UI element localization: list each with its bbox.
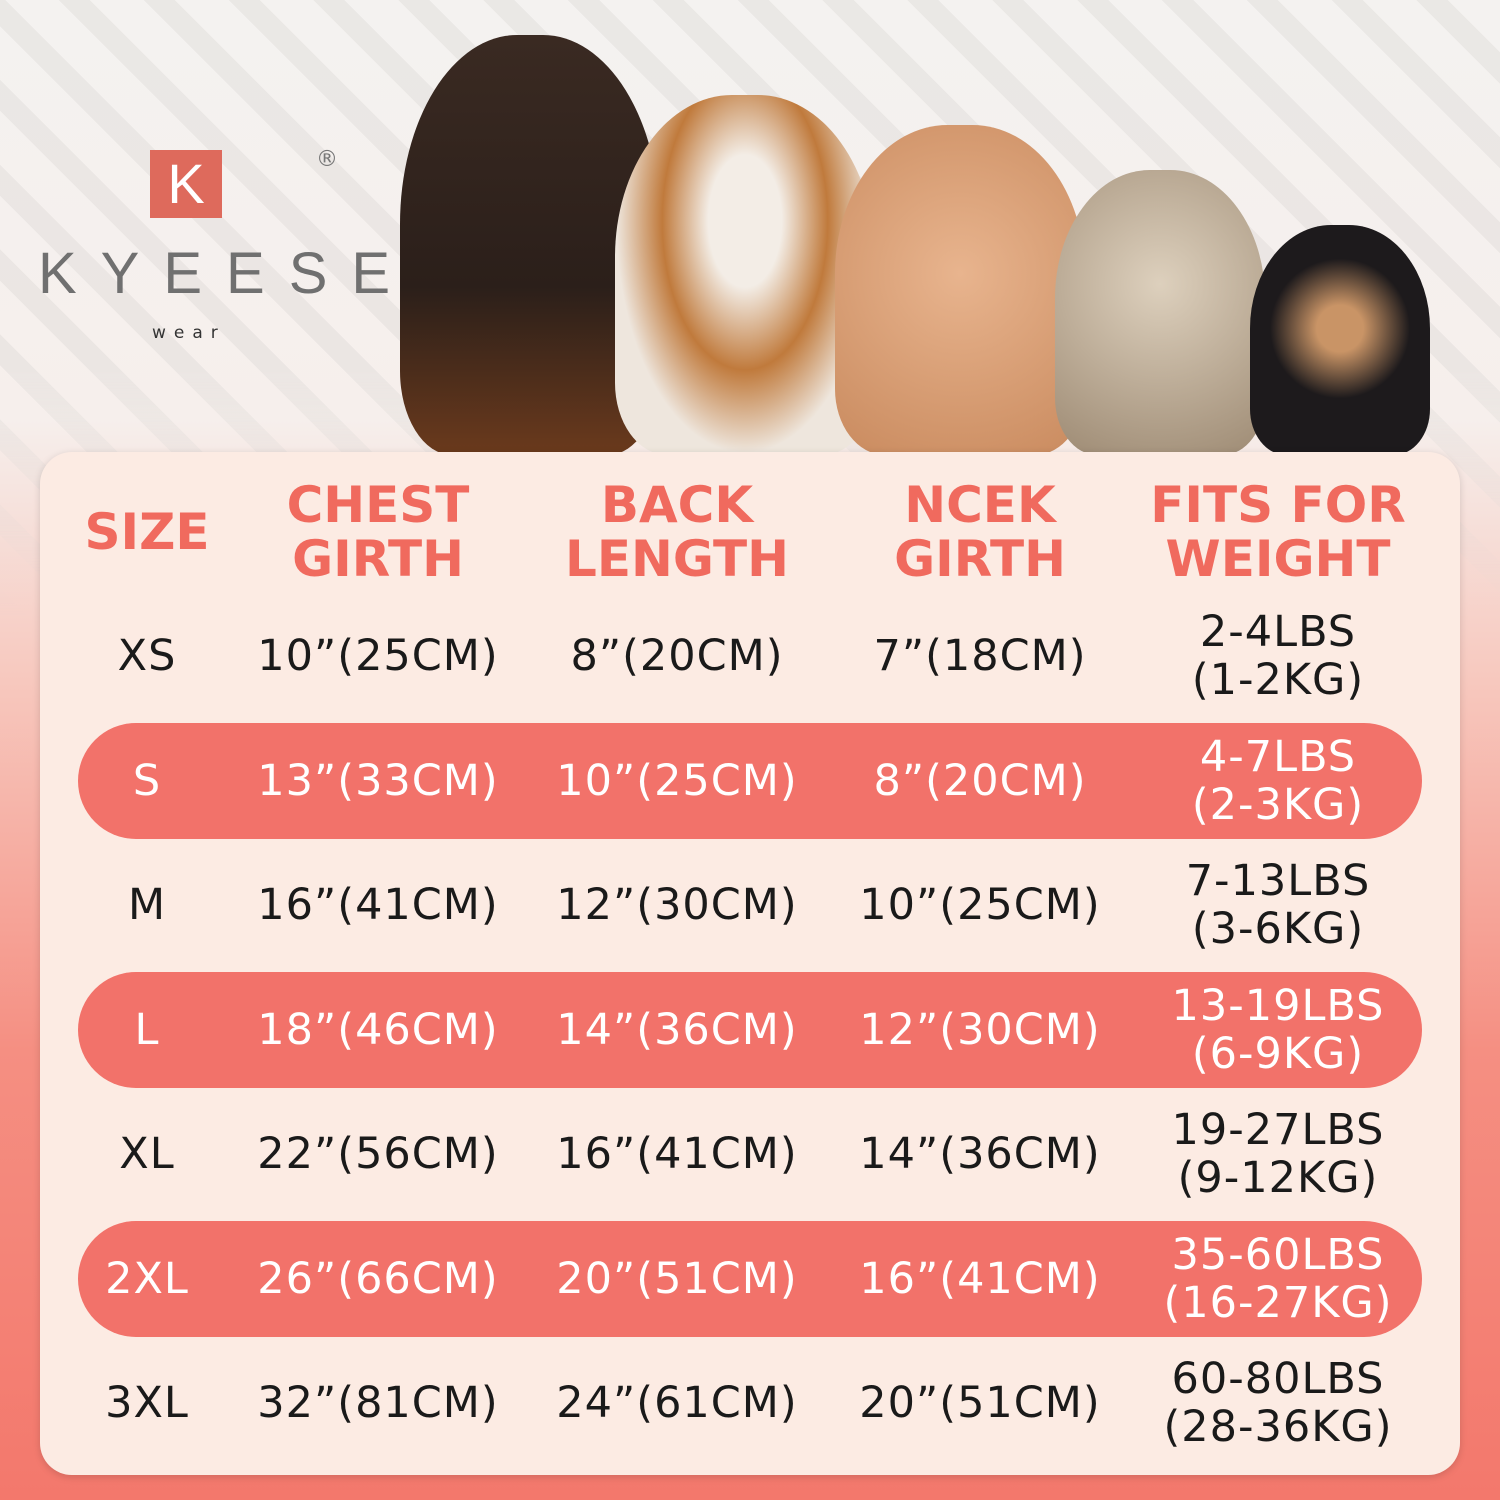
weight-kg: (1-2KG) [1191,655,1365,705]
weight-lbs: 7-13LBS [1185,856,1371,906]
cell-neck: 20”(51CM) [859,1378,1101,1428]
column-header: BACK LENGTH [565,476,789,588]
weight-kg: (9-12KG) [1177,1153,1379,1203]
chihuahua-image [1250,225,1430,455]
weight-lbs: 13-19LBS [1171,980,1385,1031]
terrier-image [1055,170,1265,455]
cell-neck: 16”(41CM) [859,1253,1101,1304]
table-row: XS 10”(25CM) 8”(20CM) 7”(18CM) 2-4LBS (1-2KG) [78,598,1422,714]
cell-size: M [127,880,167,930]
weight-lbs: 4-7LBS [1199,731,1357,782]
cell-back: 24”(61CM) [556,1378,798,1428]
cell-neck: 8”(20CM) [873,755,1087,806]
cell-back: 20”(51CM) [556,1253,798,1304]
cell-back: 14”(36CM) [556,1004,798,1055]
column-header: FITS FOR WEIGHT [1150,476,1406,588]
table-row: M 16”(41CM) 12”(30CM) 10”(25CM) 7-13LBS (3-6K… [78,847,1422,963]
beagle-image [615,95,875,455]
cell-back: 10”(25CM) [556,755,798,806]
cell-chest: 16”(41CM) [257,880,499,930]
brand-name: KYEESE [38,241,415,306]
weight-lbs: 2-4LBS [1199,607,1357,657]
brand-tagline: wear [152,323,226,343]
cell-weight: 7-13LBS (3-6KG) [1118,847,1438,963]
cell-chest: 32”(81CM) [257,1378,499,1428]
weight-lbs: 60-80LBS [1171,1354,1385,1404]
cell-size: L [134,1004,160,1055]
weight-kg: (28-36KG) [1163,1402,1393,1452]
cell-chest: 13”(33CM) [257,755,499,806]
table-row: XL 22”(56CM) 16”(41CM) 14”(36CM) 19-27LBS (9-… [78,1096,1422,1212]
column-header: SIZE [84,503,210,561]
cell-back: 8”(20CM) [570,631,784,681]
weight-kg: (3-6KG) [1191,904,1365,954]
table-row: 2XL 26”(66CM) 20”(51CM) 16”(41CM) 35-60LBS (1… [78,1220,1422,1337]
weight-kg: (2-3KG) [1191,779,1365,830]
cell-size: S [132,755,162,806]
cell-neck: 14”(36CM) [859,1129,1101,1179]
weight-lbs: 35-60LBS [1171,1229,1385,1280]
table-row: L 18”(46CM) 14”(36CM) 12”(30CM) 13-19LBS (6-9… [78,971,1422,1088]
cell-weight: 2-4LBS (1-2KG) [1118,598,1438,714]
cell-weight: 19-27LBS (9-12KG) [1118,1096,1438,1212]
cell-size: 3XL [105,1378,189,1428]
cell-neck: 7”(18CM) [873,631,1087,681]
cell-chest: 18”(46CM) [257,1004,499,1055]
weight-lbs: 19-27LBS [1171,1105,1385,1155]
column-header: NCEK GIRTH [894,476,1066,588]
cell-weight: 4-7LBS (2-3KG) [1118,723,1438,839]
weight-kg: (6-9KG) [1191,1028,1365,1079]
cell-back: 16”(41CM) [556,1129,798,1179]
cell-neck: 10”(25CM) [859,880,1101,930]
cell-neck: 12”(30CM) [859,1004,1101,1055]
cell-back: 12”(30CM) [556,880,798,930]
cell-chest: 22”(56CM) [257,1129,499,1179]
column-header: CHEST GIRTH [286,476,470,588]
cell-chest: 26”(66CM) [257,1253,499,1304]
cell-size: 2XL [105,1253,189,1304]
cell-weight: 13-19LBS (6-9KG) [1118,972,1438,1088]
cell-weight: 35-60LBS (16-27KG) [1118,1221,1438,1337]
cell-weight: 60-80LBS (28-36KG) [1118,1345,1438,1461]
cell-size: XL [119,1129,175,1179]
brand-logo: K ® KYEESE wear [38,145,390,345]
table-row: 3XL 32”(81CM) 24”(61CM) 20”(51CM) 60-80LBS (2… [78,1345,1422,1461]
poodle-image [835,125,1085,455]
registered-mark: ® [316,147,338,172]
table-row: S 13”(33CM) 10”(25CM) 8”(20CM) 4-7LBS (2-3KG) [78,722,1422,839]
logo-mark: K [150,150,222,218]
cell-size: XS [117,631,177,681]
cell-chest: 10”(25CM) [257,631,499,681]
weight-kg: (16-27KG) [1163,1277,1393,1328]
